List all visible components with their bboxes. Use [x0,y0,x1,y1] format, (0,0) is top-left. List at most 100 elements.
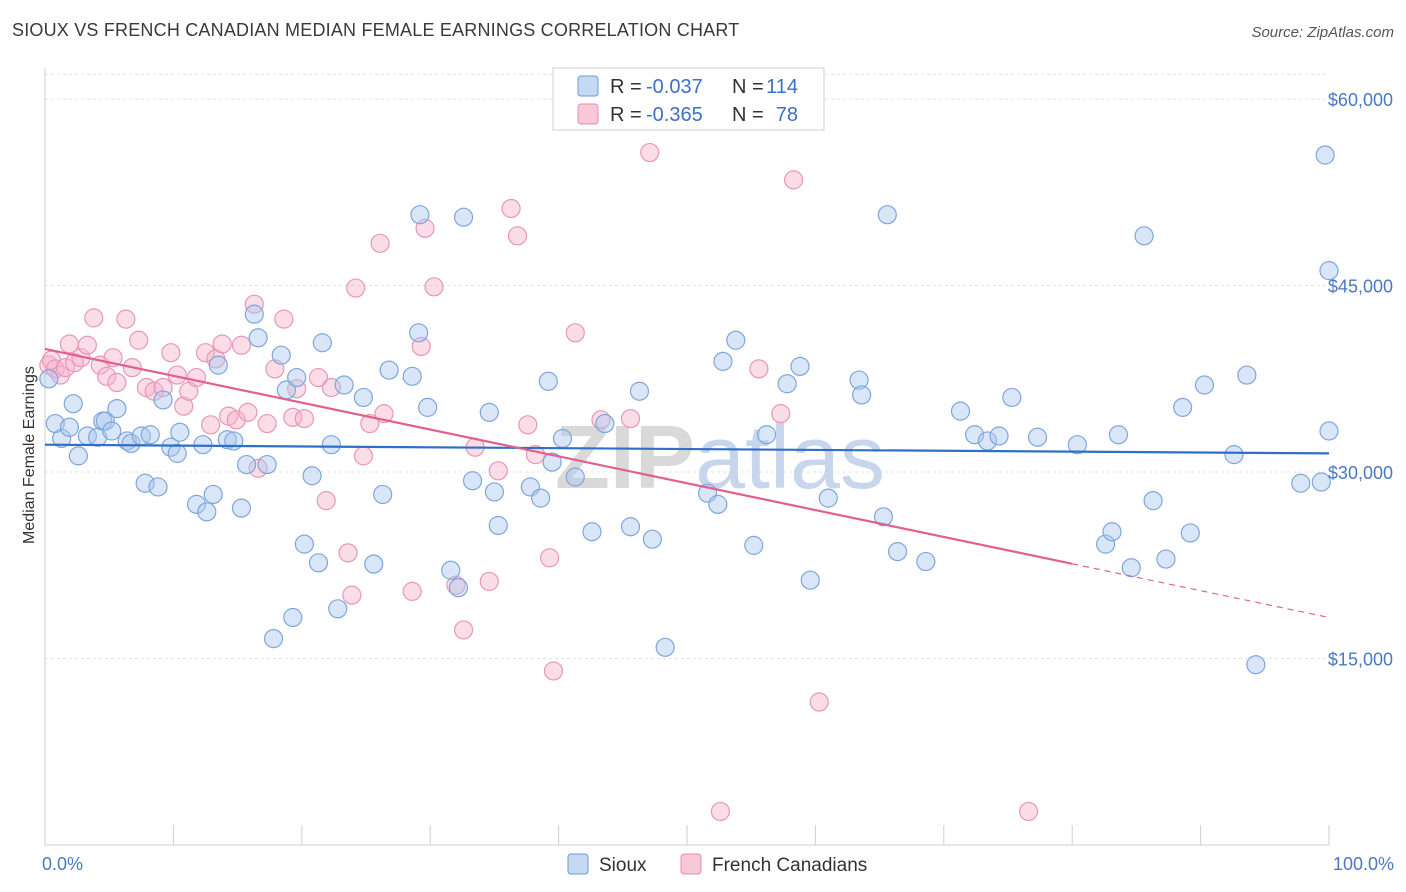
point-french-canadians-72 [771,404,791,424]
point-sioux-46 [353,387,374,408]
trend-line-french-canadians [44,347,1073,565]
point-sioux-69 [620,517,641,537]
point-french-canadians-25 [195,343,216,363]
point-sioux-52 [410,205,430,225]
point-french-canadians-66 [565,323,585,343]
point-french-canadians-2 [45,359,65,379]
point-sioux-81 [800,570,820,590]
x-tick-label-end: 100.0% [1333,854,1394,874]
point-french-canadians-51 [402,581,422,601]
point-french-canadians-32 [238,402,258,422]
point-sioux-78 [757,425,777,445]
point-sioux-93 [1002,387,1022,408]
point-sioux-34 [263,629,284,649]
point-sioux-107 [1237,365,1257,385]
point-sioux-70 [629,381,650,401]
point-french-canadians-47 [353,446,374,466]
point-sioux-38 [287,367,307,388]
point-sioux-43 [321,435,341,455]
legend-label-sioux: Sioux [599,855,647,876]
point-french-canadians-74 [809,692,829,712]
y-tick-label-1: $30,000 [1328,463,1393,483]
point-sioux-2 [52,428,72,449]
point-sioux-53 [418,397,438,417]
point-sioux-80 [790,356,810,376]
point-french-canadians-64 [540,548,560,568]
point-sioux-27 [217,430,237,450]
point-sioux-39 [294,534,314,554]
point-sioux-44 [328,599,348,619]
point-french-canadians-14 [116,309,136,329]
point-sioux-30 [236,454,257,475]
point-french-canadians-6 [64,353,85,373]
stats-swatch-french-canadians [577,103,599,125]
point-sioux-86 [877,205,897,225]
point-sioux-102 [1156,549,1176,569]
stats-legend: R = -0.037 N = 114 R = -0.365 N = 78 [552,67,825,131]
point-sioux-77 [744,535,764,555]
point-sioux-9 [95,411,115,431]
point-sioux-94 [1027,427,1048,447]
data-points [39,142,1339,822]
point-sioux-100 [1134,226,1154,246]
point-french-canadians-45 [342,585,362,605]
point-sioux-76 [726,330,746,350]
point-sioux-0 [39,369,59,389]
point-french-canadians-67 [591,410,611,430]
point-sioux-17 [148,477,168,497]
point-french-canadians-4 [55,358,76,378]
chart-title: SIOUX VS FRENCH CANADIAN MEDIAN FEMALE E… [12,20,740,40]
point-french-canadians-20 [161,343,181,363]
point-french-canadians-49 [370,233,390,253]
point-french-canadians-31 [231,335,252,355]
point-sioux-20 [167,443,187,463]
point-sioux-83 [849,370,869,390]
point-sioux-21 [170,422,190,442]
point-french-canadians-22 [174,396,194,416]
point-french-canadians-39 [287,379,307,399]
point-sioux-24 [197,502,217,522]
stats-r-value-0: -0.037 [646,76,703,98]
watermark: ZIPatlas [555,408,885,508]
point-sioux-35 [271,345,291,365]
point-sioux-109 [1291,473,1311,493]
point-sioux-58 [479,402,499,422]
point-sioux-11 [107,399,127,419]
stats-swatch-sioux [577,75,599,97]
point-sioux-66 [565,467,585,487]
point-sioux-105 [1194,375,1215,395]
point-sioux-97 [1102,522,1122,542]
point-sioux-103 [1173,397,1193,417]
point-sioux-108 [1246,655,1266,675]
point-sioux-112 [1319,261,1339,281]
point-french-canadians-68 [620,408,641,429]
y-tick-labels: $15,000 $30,000 $45,000 $60,000 [1328,90,1393,669]
point-sioux-95 [1067,435,1087,455]
point-sioux-74 [708,494,728,514]
point-french-canadians-60 [501,198,521,219]
point-sioux-65 [552,428,573,449]
legend-label-french-canadians: French Canadians [712,855,867,876]
trend-line-sioux [44,443,1330,455]
point-sioux-3 [59,417,79,437]
point-french-canadians-69 [640,142,660,163]
point-french-canadians-24 [186,367,207,388]
point-french-canadians-48 [360,413,380,434]
point-sioux-72 [655,637,675,657]
point-sioux-47 [364,554,384,574]
point-french-canadians-26 [201,415,221,435]
point-sioux-110 [1311,472,1331,492]
point-sioux-18 [153,390,173,410]
point-sioux-63 [538,371,558,391]
point-french-canadians-41 [308,367,329,388]
point-french-canadians-30 [226,410,246,430]
source-label: Source: ZipAtlas.com [1251,24,1394,41]
point-sioux-113 [1319,421,1339,441]
point-sioux-48 [373,484,393,505]
point-sioux-15 [135,473,155,493]
point-sioux-84 [852,385,872,405]
point-french-canadians-71 [749,359,769,379]
point-sioux-68 [595,413,615,434]
point-sioux-59 [484,482,504,502]
point-french-canadians-8 [77,335,97,355]
